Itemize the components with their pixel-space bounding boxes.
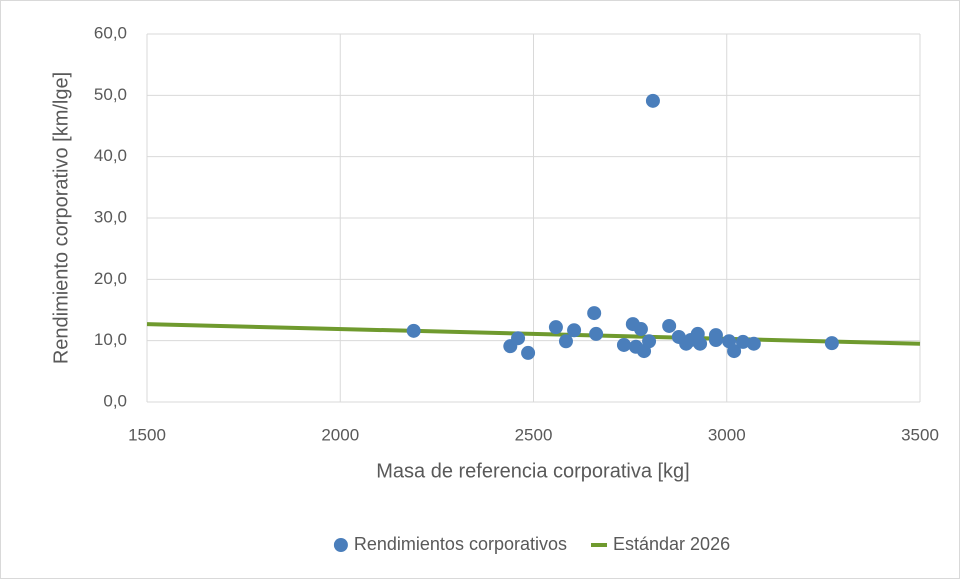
data-point xyxy=(746,336,761,351)
data-point xyxy=(616,337,631,352)
legend-text: Rendimientos corporativos xyxy=(354,534,567,554)
data-point xyxy=(708,333,723,348)
y-axis-title: Rendimiento corporativo [km/lge] xyxy=(50,72,72,364)
y-tick-label: 10,0 xyxy=(94,330,127,349)
data-point xyxy=(558,334,573,349)
x-axis-title: Masa de referencia corporativa [kg] xyxy=(376,460,690,482)
data-point xyxy=(511,331,526,346)
data-point xyxy=(662,318,677,333)
data-point xyxy=(735,334,750,349)
x-tick-label: 2500 xyxy=(515,425,553,444)
legend-text: Estándar 2026 xyxy=(613,534,730,554)
trend-line xyxy=(146,322,921,346)
y-tick-label: 60,0 xyxy=(94,23,127,42)
data-point xyxy=(693,336,708,351)
data-point xyxy=(587,306,602,321)
y-tick-label: 40,0 xyxy=(94,146,127,165)
data-point xyxy=(727,344,742,359)
data-point xyxy=(567,323,582,338)
data-point xyxy=(521,345,536,360)
data-point xyxy=(548,320,563,335)
data-point xyxy=(406,323,421,338)
x-tick-label: 3500 xyxy=(901,425,939,444)
data-point xyxy=(824,336,839,351)
y-tick-label: 20,0 xyxy=(94,269,127,288)
x-tick-label: 1500 xyxy=(128,425,166,444)
data-point xyxy=(633,322,648,337)
legend-symbol xyxy=(333,538,348,552)
data-point xyxy=(589,326,604,341)
data-point xyxy=(642,334,657,349)
y-tick-label: 30,0 xyxy=(94,207,127,226)
y-tick-label: 50,0 xyxy=(94,85,127,104)
x-tick-label: 2000 xyxy=(321,425,359,444)
x-tick-label: 3000 xyxy=(708,425,746,444)
data-point xyxy=(645,93,660,108)
y-tick-label: 0,0 xyxy=(103,391,127,410)
